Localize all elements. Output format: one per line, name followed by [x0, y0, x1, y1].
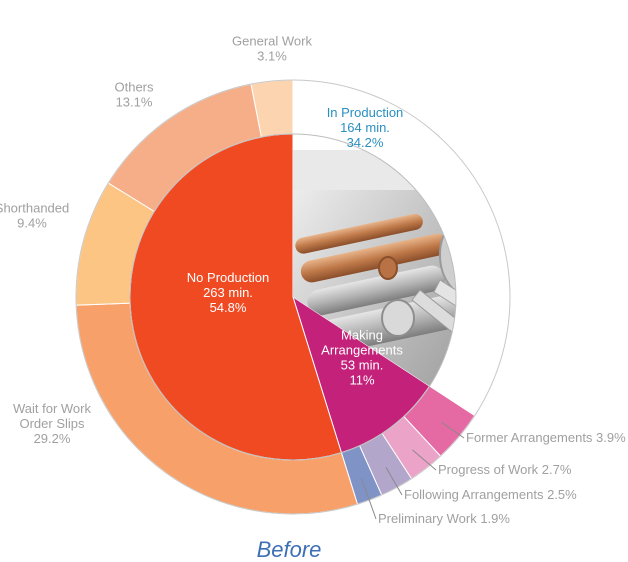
outer-ring-edge [75, 79, 511, 515]
outer-label-wait-for-work-order-slips: Wait for Work Order Slips 29.2% [13, 401, 92, 446]
chart-caption: Before [257, 537, 322, 562]
outer-label-progress-of-work: Progress of Work 2.7% [438, 462, 572, 477]
inner-label-in-production: In Production 164 min. 34.2% [327, 105, 404, 150]
leader-progress-of-work [412, 449, 437, 471]
outer-label-general-work: General Work 3.1% [232, 34, 312, 64]
inner-label-making-arrangements: Making Arrangements 53 min. 11% [321, 328, 403, 388]
leader-following-arrangements [385, 467, 403, 496]
inner-ring-edge [129, 133, 457, 461]
outer-label-shorthanded: Shorthanded 9.4% [0, 201, 69, 231]
outer-label-following-arrangements: Following Arrangements 2.5% [404, 487, 577, 502]
outer-label-preliminary-work: Preliminary Work 1.9% [378, 511, 510, 526]
outer-label-others: Others 13.1% [114, 80, 154, 110]
leader-preliminary-work [361, 478, 377, 520]
labels: In Production 164 min. 34.2% Making Arrangem… [0, 34, 626, 527]
leader-former-arrangements [441, 421, 465, 439]
leader-lines [361, 421, 465, 520]
inner-label-no-production: No Production 263 min. 54.8% [187, 270, 269, 315]
outer-label-former-arrangements: Former Arrangements 3.9% [466, 430, 626, 445]
